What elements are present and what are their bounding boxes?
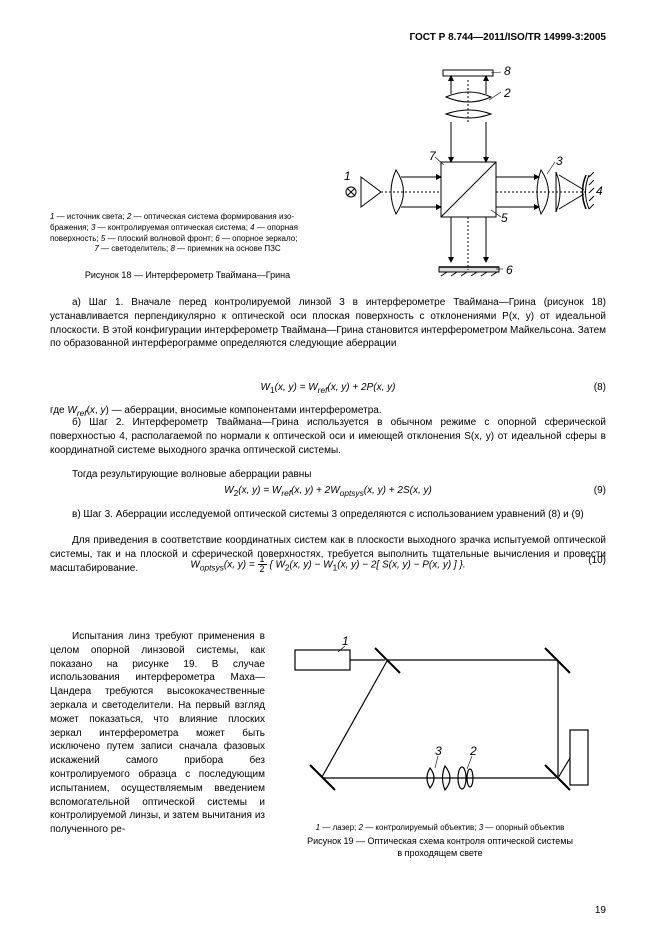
page: ГОСТ Р 8.744—2011/ISO/TR 14999-3:2005 1 … <box>0 0 661 936</box>
figure-19-legend: 1 — лазер; 2 — контролируемый объектив; … <box>280 823 600 832</box>
figure-18-diagram: 1 2 3 4 5 6 7 8 <box>341 62 606 287</box>
page-number: 19 <box>595 905 606 916</box>
figure-18-legend: 1 — источник света; 2 — оптическая систе… <box>50 212 325 255</box>
document-id: ГОСТ Р 8.744—2011/ISO/TR 14999-3:2005 <box>409 32 606 43</box>
para-coord: Для приведения в соответствие координатн… <box>50 534 606 575</box>
figure-18-block: 1 — источник света; 2 — оптическая систе… <box>50 62 606 292</box>
fig18-label-1: 1 <box>344 169 351 183</box>
equation-9: W2(x, y) = Wref(x, y) + 2Woptsys(x, y) +… <box>50 485 606 498</box>
fig18-label-4: 4 <box>596 184 603 198</box>
figure-18-caption: Рисунок 18 — Интерферометр Тваймана—Грин… <box>50 270 325 280</box>
figure-19-caption: Рисунок 19 — Оптическая схема контроля о… <box>280 836 600 859</box>
para-lens-tests: Испытания линз требуют применения в цело… <box>50 630 265 837</box>
fig18-label-8: 8 <box>504 64 511 78</box>
para-step2: б) Шаг 2. Интерферометр Тваймана—Грина и… <box>50 416 606 457</box>
fig18-label-6: 6 <box>506 263 513 277</box>
figure-19-diagram: 1 2 3 <box>280 630 600 815</box>
figure-19-block: 1 2 3 1 — лазер; 2 — контролируемый объе… <box>280 630 606 859</box>
fig19-label-2: 2 <box>469 744 477 758</box>
fig18-label-5: 5 <box>501 211 508 225</box>
equation-8: W1(x, y) = Wref(x, y) + 2P(x, y) (8) <box>50 382 606 395</box>
para-step3: в) Шаг 3. Аберрации исследуемой оптическ… <box>50 508 606 522</box>
fig18-label-3: 3 <box>556 154 563 168</box>
para-step1: а) Шаг 1. Вначале перед контролируемой л… <box>50 296 606 351</box>
fig19-label-3: 3 <box>435 744 442 758</box>
para-then: Тогда результирующие волновые аберрации … <box>50 468 606 482</box>
fig19-label-1: 1 <box>342 634 349 648</box>
fig18-label-7: 7 <box>429 149 437 163</box>
fig18-label-2: 2 <box>503 86 511 100</box>
